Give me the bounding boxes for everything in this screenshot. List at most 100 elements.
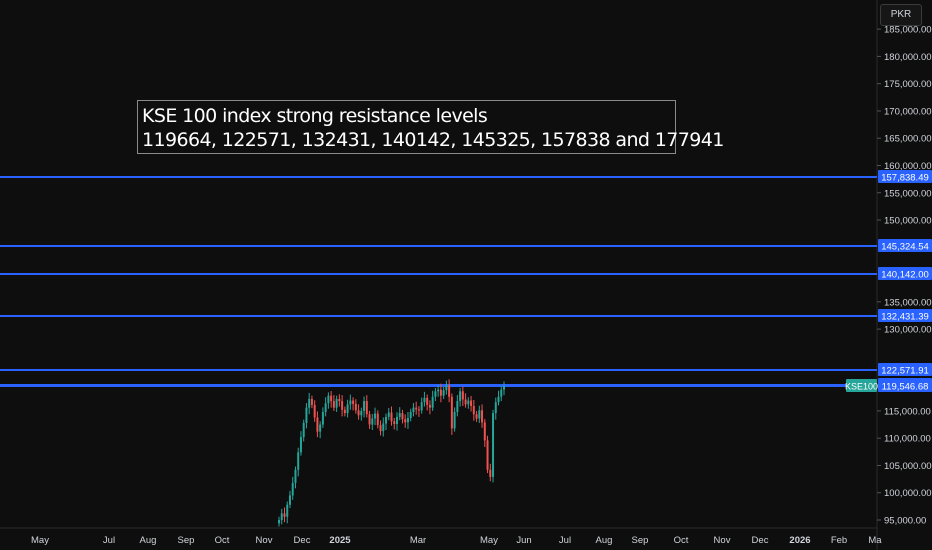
candle-body [439, 389, 442, 396]
candle-body [374, 413, 377, 419]
x-tick-label: Nov [714, 535, 731, 546]
last-price-tag [878, 379, 932, 392]
y-tick-label: 160,000.00 [884, 161, 932, 172]
candle-body [365, 401, 368, 415]
candle-body [349, 400, 352, 405]
text-annotation[interactable]: KSE 100 index strong resistance levels 1… [137, 100, 724, 154]
candle-body [327, 395, 330, 404]
candle-body [286, 504, 289, 517]
candle-body [335, 398, 338, 408]
x-tick-label: Ma [868, 535, 882, 546]
candle-body [297, 452, 300, 470]
candle-body [503, 386, 505, 390]
y-tick-label: 135,000.00 [884, 297, 932, 308]
candle-body [461, 391, 464, 400]
x-tick-label: Nov [256, 535, 273, 546]
candle-body [324, 403, 327, 413]
candle-body [401, 413, 404, 420]
resistance-price-label: 140,142.00 [881, 270, 929, 281]
annotation-line-2: 119664, 122571, 132431, 140142, 145325, … [142, 129, 724, 151]
candle-body [426, 397, 429, 405]
resistance-price-tag [878, 267, 932, 280]
candle-body [294, 469, 297, 483]
candle-body [412, 407, 415, 413]
y-tick-label: 105,000.00 [884, 461, 932, 472]
x-tick-label: Mar [410, 535, 426, 546]
candle-body [330, 395, 333, 402]
resistance-price-label: 122,571.91 [881, 366, 929, 377]
y-tick-label: 95,000.00 [884, 516, 926, 527]
candle-body [343, 409, 346, 414]
candle-body [415, 407, 418, 410]
x-tick-label: Sep [632, 535, 649, 546]
candle-body [310, 398, 313, 405]
candle-body [472, 406, 475, 415]
y-tick-label: 165,000.00 [884, 134, 932, 145]
candle-body [346, 404, 349, 414]
resistance-price-tag [878, 239, 932, 252]
candle-body [492, 413, 495, 477]
candle-body [360, 410, 363, 416]
last-price-label: 119,546.68 [882, 382, 929, 393]
candle-body [481, 410, 484, 423]
candle-body [450, 396, 453, 429]
y-tick-label: 180,000.00 [884, 52, 932, 63]
x-tick-label: May [31, 535, 49, 546]
candle-body [464, 399, 467, 405]
candle-body [357, 410, 360, 416]
currency-selector-button[interactable]: PKR [880, 4, 922, 26]
candle-body [404, 419, 407, 423]
symbol-tag [846, 379, 877, 392]
candle-body [470, 400, 473, 407]
candle-body [363, 401, 366, 411]
candle-body [387, 412, 390, 417]
candle-body [486, 440, 489, 470]
candle-body [437, 389, 440, 392]
x-tick-label: Dec [294, 535, 311, 546]
candle-body [382, 423, 385, 432]
candle-body [489, 469, 492, 477]
candle-body [354, 403, 357, 411]
candle-body [475, 414, 478, 419]
y-tick-label: 155,000.00 [884, 188, 932, 199]
y-tick-label: 150,000.00 [884, 216, 932, 227]
candle-body [420, 402, 423, 411]
resistance-price-tag [878, 363, 932, 376]
x-tick-label: Aug [596, 535, 613, 546]
candle-body [379, 425, 382, 432]
x-tick-label: 2025 [329, 535, 351, 546]
y-tick-label: 130,000.00 [884, 325, 932, 336]
candle-body [299, 437, 302, 453]
candle-body [442, 390, 445, 396]
candle-body [423, 397, 426, 403]
candle-body [288, 495, 291, 505]
candle-body [352, 400, 355, 404]
candle-body [456, 401, 459, 413]
candle-body [406, 418, 409, 423]
candle-body [478, 410, 481, 419]
candle-body [417, 409, 420, 411]
candle-body [308, 398, 311, 408]
resistance-price-label: 132,431.39 [881, 312, 929, 323]
candle-body [431, 396, 434, 408]
x-tick-label: Aug [140, 535, 157, 546]
candle-body [316, 417, 319, 432]
x-tick-label: Dec [752, 535, 769, 546]
candle-body [283, 513, 286, 517]
candle-body [434, 391, 437, 397]
y-tick-label: 175,000.00 [884, 79, 932, 90]
candle-body [445, 385, 448, 391]
x-tick-label: May [480, 535, 498, 546]
x-tick-label: Sep [178, 535, 195, 546]
y-tick-label: 185,000.00 [884, 25, 932, 36]
candle-body [453, 412, 456, 429]
candle-body [291, 482, 294, 496]
x-tick-label: Jul [103, 535, 115, 546]
candle-body [338, 398, 341, 402]
candle-body [371, 418, 374, 425]
candle-body [483, 422, 486, 441]
candle-body [385, 416, 388, 424]
candle-body [368, 414, 371, 425]
candle-body [341, 401, 344, 410]
